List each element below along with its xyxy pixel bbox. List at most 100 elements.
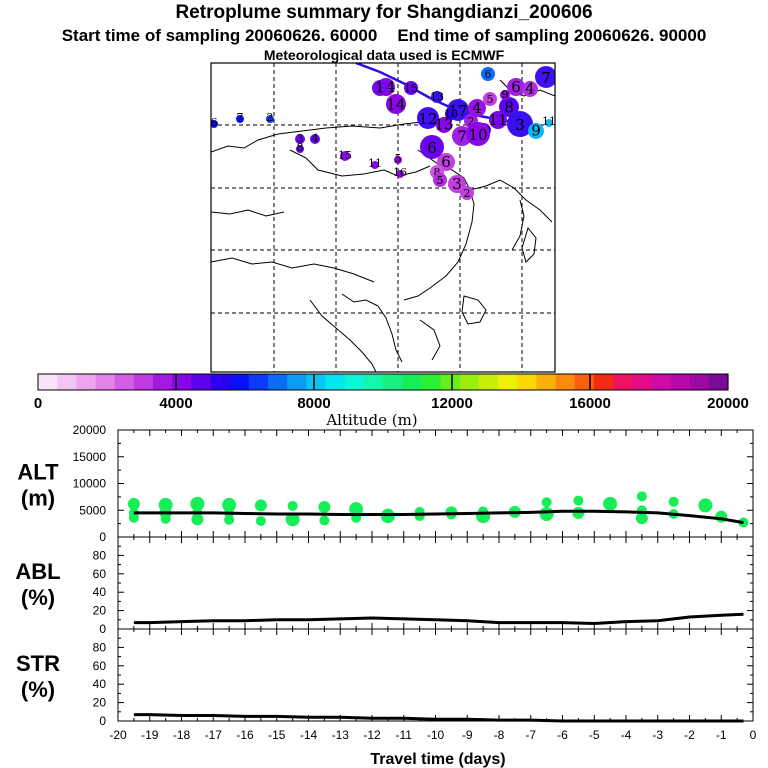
y-tick-label: 40: [93, 585, 107, 599]
x-tick-label: -16: [236, 728, 254, 742]
altitude-spread-point: [476, 509, 491, 524]
altitude-spread-point: [698, 498, 713, 513]
series-line-str: [133, 713, 744, 723]
x-tick-label: -6: [557, 728, 568, 742]
chart-panel-alt: 20000 15000 10000 5000 0 ALT (m): [17, 423, 754, 544]
plume-dot: [404, 81, 418, 95]
plume-dot: [340, 151, 350, 161]
colorbar-cell: [114, 374, 135, 390]
series-line-alt: [133, 509, 744, 525]
altitude-spread-point: [160, 513, 171, 524]
border-line: [211, 257, 375, 283]
plume-dot: [489, 111, 507, 129]
plume-dot: [310, 134, 320, 144]
x-tick-label: -7: [525, 728, 536, 742]
border-line: [211, 209, 285, 217]
x-tick-label: -15: [268, 728, 286, 742]
plume-dot: [466, 122, 490, 146]
x-tick-label: -19: [141, 728, 159, 742]
colorbar-cell: [229, 374, 250, 390]
altitude-spread-point: [127, 497, 140, 510]
plume-dot: [372, 80, 388, 96]
panel-ylabel-line: (%): [21, 677, 55, 702]
altitude-spread-point: [128, 512, 139, 523]
x-tick-label: -10: [427, 728, 445, 742]
plume-dot-label: 15: [338, 149, 352, 162]
colorbar-cell: [478, 374, 499, 390]
panel-ylabel-line: (m): [21, 486, 55, 511]
colorbar-tick-label: 12000: [431, 395, 473, 412]
panel-ylabel-line: ALT: [17, 460, 59, 485]
colorbar-cell: [440, 374, 461, 390]
colorbar-tick-label: 16000: [569, 395, 611, 412]
y-tick-label: 40: [93, 677, 107, 691]
colorbar-cell: [210, 374, 231, 390]
y-tick-label: 0: [99, 530, 106, 544]
panel-ylabel: STR (%): [16, 651, 60, 702]
plume-dot-label: 3: [515, 116, 525, 134]
colorbar-cell: [459, 374, 480, 390]
series-line-abl: [133, 612, 744, 626]
plume-dot-label: 6: [511, 78, 521, 96]
altitude-spread-point: [255, 515, 266, 526]
colorbar-cell: [344, 374, 365, 390]
y-tick-label: 20: [93, 696, 107, 710]
y-tick-label: 80: [93, 548, 107, 562]
altitude-spread-point: [287, 500, 298, 511]
plume-dot: [295, 134, 305, 144]
x-tick-label: 0: [750, 728, 757, 742]
colorbar-cell: [421, 374, 442, 390]
plume-dot: [433, 173, 447, 187]
colorbar-cell: [287, 374, 307, 390]
altitude-spread-point: [190, 496, 205, 511]
panel-frame: [117, 628, 754, 722]
colorbar-cell: [172, 374, 192, 390]
x-tick-label: -1: [716, 728, 727, 742]
altitude-spread-point: [573, 495, 584, 506]
y-tick-label: 20: [93, 604, 107, 618]
x-tick-label: -14: [300, 728, 318, 742]
colorbar-cell: [517, 374, 537, 390]
plume-dot-label: 8: [297, 141, 304, 154]
plume-dot: [437, 153, 455, 171]
plume-dot-label: 6: [427, 139, 437, 157]
panel-ylabel-line: ABL: [15, 559, 60, 584]
plume-dot: [528, 123, 544, 139]
colorbar-frame: [37, 373, 729, 391]
plume-dot-label: 7: [541, 69, 551, 87]
altitude-spread-point: [636, 491, 647, 502]
page-title: Retroplume summary for Shangdianzi_20060…: [175, 2, 593, 23]
colorbar-cell: [95, 374, 116, 390]
map-panel: 1415131412171324564768311109117106685321…: [210, 62, 556, 373]
colorbar-cell: [248, 374, 269, 390]
panel-ylabel-line: (%): [21, 585, 55, 610]
x-tick-label: -8: [494, 728, 505, 742]
plume-dot-label: 2: [267, 111, 274, 124]
colorbar-tick-label: 0: [34, 395, 42, 412]
altitude-spread-point: [349, 502, 364, 517]
colorbar-cell: [613, 374, 633, 390]
plume-dot-label: 11: [542, 115, 556, 128]
plume-dot-label: 2: [464, 187, 471, 200]
colorbar-cell: [498, 374, 518, 390]
plume-dot-label: 5: [437, 174, 444, 187]
colorbar-cell: [651, 374, 672, 390]
x-tick-label: -18: [173, 728, 191, 742]
plume-dot-label: 4: [472, 99, 482, 117]
plume-dot-label: 10: [468, 126, 487, 144]
plume-dot-label: 13: [430, 90, 444, 103]
plume-dot-label: 16: [393, 166, 407, 179]
plume-dot-label: 10: [444, 107, 458, 120]
altitude-spread-point: [319, 515, 330, 526]
plume-dot-label: 5: [487, 93, 494, 106]
plume-dot-label: 8: [504, 99, 514, 117]
plume-dot-label: 4: [525, 79, 535, 97]
colorbar-tick-label: 8000: [297, 395, 330, 412]
x-tick-label: -4: [621, 728, 632, 742]
met-data-label: Meteorological data used is ECMWF: [263, 47, 505, 63]
colorbar-label: Altitude (m): [325, 411, 417, 429]
colorbar-cell: [38, 374, 58, 390]
plume-dot-label: 15: [404, 82, 418, 95]
altitude-spread-point: [254, 499, 267, 512]
x-tick-label: -2: [684, 728, 695, 742]
